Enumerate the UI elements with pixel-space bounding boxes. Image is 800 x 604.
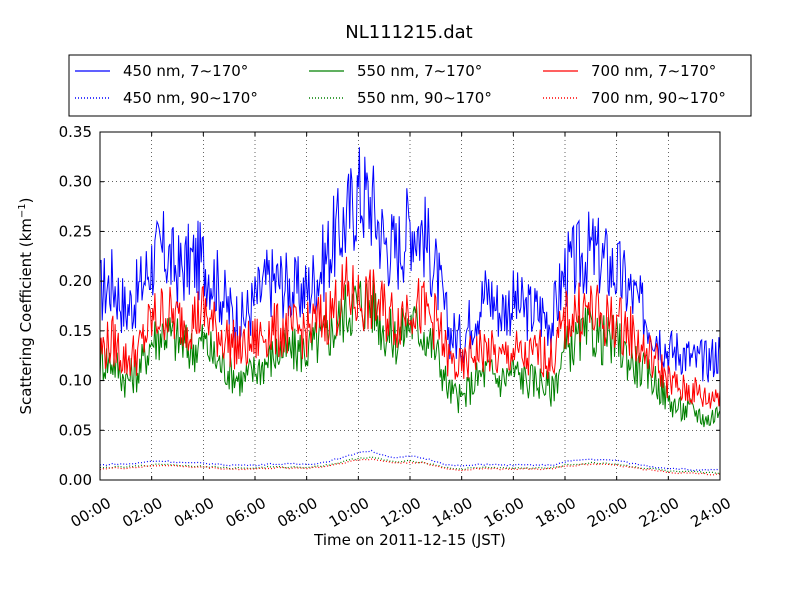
y-axis-label-exponent: −1 [17,203,28,218]
x-axis-label: Time on 2011-12-15 (JST) [313,531,506,549]
legend-label: 700 nm, 7∼170° [591,62,716,80]
y-tick-label: 0.20 [59,272,92,290]
legend: 450 nm, 7∼170° 550 nm, 7∼170° 700 nm, 7∼17… [68,54,752,117]
y-tick-label: 0.30 [59,173,92,191]
series-line [99,458,721,476]
series-line [99,456,721,475]
y-tick-label: 0.35 [59,123,92,141]
x-tick-label: 08:00 [274,494,320,531]
x-tick-label: 00:00 [68,494,114,531]
x-tick-label: 18:00 [533,494,579,531]
y-tick-label: 0.15 [59,322,92,340]
x-tick-label: 06:00 [223,494,269,531]
legend-items: 450 nm, 7∼170° 550 nm, 7∼170° 700 nm, 7∼17… [75,62,726,107]
legend-label: 450 nm, 90∼170° [123,89,258,107]
legend-label: 550 nm, 90∼170° [357,89,492,107]
y-axis-label-main: Scattering Coefficient (km [17,218,35,414]
y-tick-label: 0.25 [59,222,92,240]
series-group [99,147,721,476]
y-tick-label: 0.10 [59,372,92,390]
legend-label: 550 nm, 7∼170° [357,62,482,80]
x-tick-label: 24:00 [688,494,734,531]
x-tick-label: 02:00 [119,494,165,531]
legend-label: 450 nm, 7∼170° [123,62,248,80]
x-tick-label: 04:00 [171,494,217,531]
x-tick-label: 22:00 [636,494,682,531]
y-tick-label: 0.00 [59,471,92,489]
y-tick-label: 0.05 [59,421,92,439]
legend-label: 700 nm, 90∼170° [591,89,726,107]
legend-frame [68,54,752,117]
y-axis-label-tail: ) [17,197,35,203]
series-line [99,256,721,409]
x-tick-label: 14:00 [429,494,475,531]
x-tick-label: 16:00 [481,494,527,531]
y-axis-label: Scattering Coefficient (km−1) [17,197,35,414]
series-line [99,449,721,472]
series-line [99,147,721,383]
x-tick-label: 12:00 [378,494,424,531]
x-tick-label: 20:00 [584,494,630,531]
chart-title: NL111215.dat [345,22,472,43]
x-tick-label: 10:00 [326,494,372,531]
